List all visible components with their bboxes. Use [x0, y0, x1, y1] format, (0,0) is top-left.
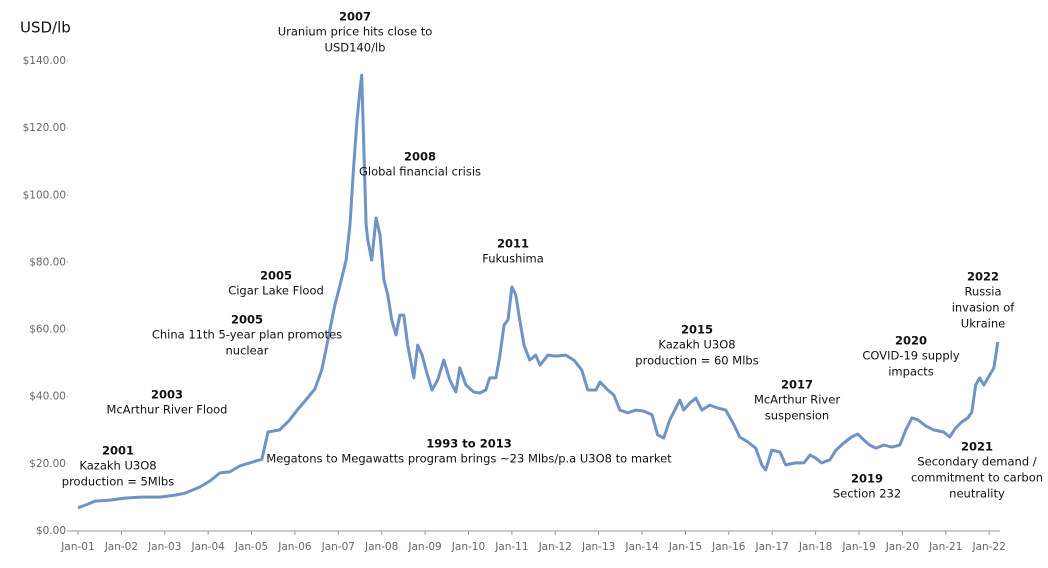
annotation-heading: 2015 — [681, 323, 713, 337]
annotation-text: suspension — [765, 409, 829, 423]
annotation-text: COVID-19 supply — [862, 349, 960, 363]
annotation-text: production = 60 Mlbs — [635, 354, 758, 368]
annotation-text: Global financial crisis — [359, 165, 481, 179]
annotation-heading: 2003 — [151, 388, 183, 402]
annotation-heading: 1993 to 2013 — [426, 437, 511, 451]
x-tick-label: Jan-11 — [494, 541, 528, 553]
x-tick-label: Jan-18 — [798, 541, 832, 553]
x-tick-label: Jan-21 — [928, 541, 962, 553]
annotation-heading: 2021 — [961, 440, 993, 454]
x-tick-label: Jan-12 — [538, 541, 572, 553]
y-tick-label: $140.00 — [23, 55, 66, 67]
annotation-text: Secondary demand / — [917, 455, 1036, 469]
annotation-text: Uranium price hits close to — [278, 25, 433, 39]
x-tick-label: Jan-05 — [234, 541, 268, 553]
x-tick-label: Jan-13 — [581, 541, 615, 553]
y-tick-label: $100.00 — [23, 189, 66, 201]
annotation-heading: 2001 — [102, 444, 134, 458]
annotation-text: Ukraine — [961, 317, 1005, 331]
x-tick-label: Jan-16 — [711, 541, 746, 553]
y-tick-label: $120.00 — [23, 122, 66, 134]
annotation-text: commitment to carbon — [911, 471, 1043, 485]
annotation-text: Kazakh U3O8 — [658, 338, 735, 352]
annotation-heading: 2022 — [967, 270, 999, 284]
annotation-heading: 2017 — [781, 378, 813, 392]
x-tick-label: Jan-20 — [885, 541, 919, 553]
annotation-text: impacts — [888, 365, 934, 379]
annotation-text: McArthur River — [754, 393, 840, 407]
price-line — [77, 73, 1000, 510]
y-tick-label: $80.00 — [29, 256, 66, 268]
y-axis-label: USD/lb — [20, 19, 71, 37]
x-tick-label: Jan-22 — [971, 541, 1005, 553]
x-tick-label: Jan-04 — [190, 541, 225, 553]
y-tick-label: $60.00 — [29, 324, 66, 336]
annotation-text: Megatons to Megawatts program brings ~23… — [266, 452, 672, 466]
annotation-text: invasion of — [952, 301, 1016, 315]
y-tick-label: $20.00 — [29, 458, 66, 470]
annotation-text: production = 5Mlbs — [62, 475, 174, 489]
x-tick-label: Jan-06 — [277, 541, 312, 553]
x-tick-label: Jan-10 — [451, 541, 485, 553]
annotation-text: Kazakh U3O8 — [79, 459, 156, 473]
annotation-heading: 2011 — [497, 237, 529, 251]
annotation-text: USD140/lb — [325, 41, 386, 55]
annotation-text: Fukushima — [482, 252, 544, 266]
annotation-heading: 2020 — [895, 334, 927, 348]
x-tick-label: Jan-02 — [104, 541, 138, 553]
annotation-text: Cigar Lake Flood — [228, 284, 324, 298]
y-tick-label: $0.00 — [36, 525, 66, 537]
x-tick-label: Jan-07 — [321, 541, 355, 553]
annotation-text: nuclear — [226, 344, 269, 358]
x-tick-label: Jan-03 — [147, 541, 181, 553]
x-tick-label: Jan-15 — [668, 541, 702, 553]
x-tick-label: Jan-14 — [624, 541, 659, 553]
y-tick-label: $40.00 — [29, 391, 66, 403]
annotation-text: Section 232 — [833, 487, 901, 501]
annotation-heading: 2005 — [260, 269, 292, 283]
x-tick-label: Jan-17 — [755, 541, 789, 553]
x-tick-label: Jan-19 — [841, 541, 875, 553]
x-tick-label: Jan-01 — [60, 541, 94, 553]
annotation-heading: 2007 — [339, 10, 371, 24]
x-tick-label: Jan-09 — [407, 541, 441, 553]
annotation-heading: 2005 — [231, 313, 263, 327]
annotation-text: Russia — [965, 285, 1002, 299]
x-tick-label: Jan-08 — [364, 541, 398, 553]
annotation-text: McArthur River Flood — [107, 403, 228, 417]
annotation-text: China 11th 5-year plan promotes — [152, 328, 342, 342]
annotation-heading: 2008 — [404, 150, 436, 164]
annotation-heading: 2019 — [851, 472, 883, 486]
annotation-text: neutrality — [949, 487, 1005, 501]
